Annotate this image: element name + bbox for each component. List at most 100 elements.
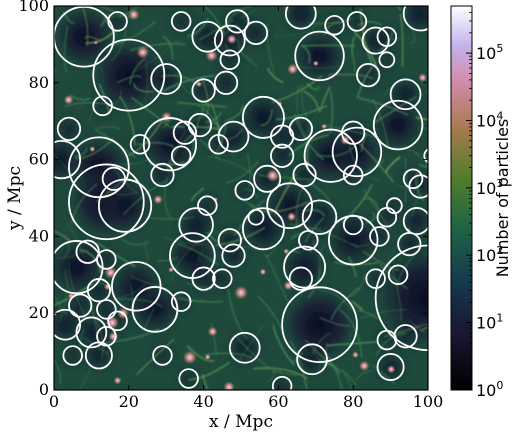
- filament: [228, 128, 244, 140]
- filament: [371, 364, 396, 385]
- filament: [122, 180, 166, 215]
- void-circle: [270, 143, 295, 168]
- density-knot: [287, 63, 299, 75]
- filament: [412, 323, 424, 333]
- filament: [314, 287, 353, 311]
- void-circle: [212, 268, 233, 289]
- void-circle: [283, 245, 327, 289]
- density-knot: [418, 73, 428, 83]
- density-knot: [287, 212, 297, 222]
- filament: [327, 73, 374, 80]
- filament: [357, 309, 379, 319]
- filament: [69, 94, 91, 101]
- filament: [74, 147, 88, 158]
- filament: [203, 6, 226, 36]
- filament: [176, 294, 205, 302]
- void-circle: [172, 120, 198, 145]
- filament: [119, 95, 136, 146]
- filament: [103, 130, 108, 144]
- filament: [61, 100, 84, 133]
- filament: [311, 331, 331, 355]
- void-circle: [228, 331, 261, 364]
- filament: [85, 30, 115, 45]
- filament: [351, 34, 357, 57]
- density-knot: [223, 381, 235, 390]
- void-circle: [253, 164, 282, 193]
- void-circle: [296, 343, 328, 376]
- colorbar: 100 101 102 103 104 105 Number of particles: [450, 5, 512, 400]
- density-knot: [321, 123, 328, 130]
- filament: [54, 69, 57, 75]
- void-circle: [387, 264, 409, 286]
- filament: [130, 96, 170, 128]
- filament: [133, 82, 154, 93]
- filament: [318, 359, 341, 375]
- void-circle: [225, 9, 250, 34]
- filament: [266, 369, 276, 383]
- void-shading: [299, 231, 318, 250]
- filament: [239, 9, 256, 20]
- void-shading: [93, 96, 112, 115]
- filament: [410, 178, 419, 217]
- void-circle: [376, 352, 405, 381]
- colorbar-ticks: 100 101 102 103 104 105: [466, 5, 503, 400]
- filament: [360, 308, 407, 319]
- filament: [135, 38, 181, 73]
- void-shading: [374, 101, 422, 149]
- filament: [414, 152, 428, 165]
- colorbar-tick-label: 103: [476, 177, 503, 198]
- filament: [187, 17, 209, 38]
- filament: [415, 116, 428, 121]
- filament: [265, 254, 289, 303]
- void-shading: [284, 289, 356, 361]
- density-knot: [168, 266, 174, 273]
- colorbar-gradient: [450, 5, 473, 391]
- y-axis: 0 20 40 60 80 100: [18, 0, 428, 399]
- void-shading: [58, 118, 80, 140]
- filament: [163, 176, 174, 222]
- void-circle: [217, 120, 250, 153]
- void-circle: [75, 239, 100, 264]
- filament: [121, 237, 150, 246]
- void-circle: [56, 116, 82, 142]
- density-knot: [226, 34, 237, 45]
- density-knot: [313, 60, 319, 67]
- void-shading: [344, 166, 363, 184]
- filament: [169, 130, 186, 169]
- filament: [374, 332, 407, 358]
- x-tick-label: 20: [119, 392, 139, 411]
- void-circle: [292, 162, 317, 188]
- colorbar-tick-label: 104: [476, 109, 503, 130]
- void-shading: [404, 208, 428, 234]
- void-circle: [374, 244, 428, 352]
- void-circle: [303, 128, 358, 183]
- x-tick-label: 60: [268, 392, 288, 411]
- filament: [266, 67, 284, 84]
- filament: [129, 58, 146, 85]
- filament: [225, 104, 244, 122]
- filament: [260, 109, 273, 127]
- void-shading: [290, 267, 312, 290]
- void-circle: [219, 49, 241, 71]
- filament: [276, 104, 328, 121]
- filament: [130, 275, 164, 286]
- filament: [113, 298, 163, 308]
- filament: [54, 230, 72, 243]
- density-knot: [161, 111, 172, 123]
- filament: [63, 234, 70, 259]
- filament: [188, 361, 231, 381]
- filament: [418, 163, 428, 169]
- void-shading: [54, 310, 80, 339]
- void-circle: [170, 11, 192, 32]
- filament: [176, 101, 227, 108]
- void-circle: [96, 299, 117, 320]
- void-shading: [344, 215, 363, 234]
- density-knot: [93, 40, 98, 45]
- filament: [344, 274, 365, 301]
- filament: [362, 197, 380, 211]
- void-shading: [222, 244, 245, 267]
- filament: [145, 216, 195, 220]
- filament: [420, 326, 428, 332]
- filament: [227, 288, 248, 340]
- filament: [70, 183, 98, 225]
